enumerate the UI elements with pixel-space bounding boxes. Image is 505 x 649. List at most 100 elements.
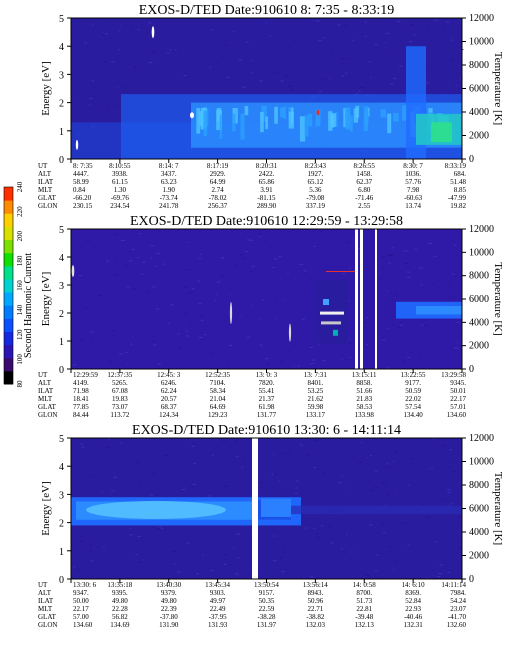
colorbar-swatch: [4, 200, 13, 214]
orbit-value: -79.08: [306, 194, 325, 202]
y-axis-label: Energy [eV]: [40, 481, 52, 535]
y-axis-label: Energy [eV]: [40, 61, 52, 115]
orbit-value: -71.46: [355, 194, 374, 202]
orbit-value: 22.71: [308, 605, 324, 613]
panel-title: EXOS-D/TED Date:910610 12:29:59 - 13:29:…: [130, 214, 403, 229]
y2-tick-label: 12000: [469, 13, 494, 24]
colorbar: 80 100 120 140 160 180 200 220 240 Second Harmoni…: [3, 181, 34, 388]
orbit-value: 68.37: [161, 403, 177, 411]
data-gap: [375, 229, 377, 369]
orbit-value: 12:45: 3: [157, 371, 181, 379]
y-tick-label: 4: [59, 253, 64, 264]
orbit-row-label: GLAT: [38, 403, 57, 411]
y2-axis-label: Temperature [K]: [492, 262, 504, 335]
orbit-value: -47.99: [448, 194, 467, 202]
orbit-value: 21.62: [308, 395, 324, 403]
colorbar-tick-label: 120: [16, 329, 24, 340]
y-tick-label: 3: [59, 490, 64, 501]
orbit-value: 129.23: [208, 411, 228, 419]
orbit-value: 13.74: [405, 202, 421, 210]
orbit-value: 50.96: [308, 597, 324, 605]
orbit-value: 50.59: [405, 387, 421, 395]
orbit-value: 13: 0: 3: [256, 371, 278, 379]
y-tick-label: 1: [59, 337, 64, 348]
colorbar-swatch: [4, 305, 13, 319]
orbit-value: -60.63: [404, 194, 423, 202]
orbit-value: 8:17:19: [207, 162, 229, 170]
orbit-value: 7820.: [259, 379, 275, 387]
orbit-row-label: UT: [38, 371, 48, 379]
colorbar-tick-label: 100: [16, 354, 24, 365]
orbit-value: 7104.: [210, 379, 226, 387]
data-gap: [252, 438, 258, 579]
orbit-value: 51.48: [450, 178, 466, 186]
orbit-value: 22.17: [450, 395, 466, 403]
orbit-value: 5265.: [112, 379, 128, 387]
orbit-value: 8:26:55: [354, 162, 376, 170]
colorbar-tick-label: 80: [16, 380, 24, 388]
orbit-value: 131.93: [208, 621, 228, 629]
colorbar-swatch: [4, 187, 13, 201]
panel-title: EXOS-D/TED Date:910610 8: 7:35 - 8:33:19: [139, 3, 394, 18]
orbit-value: 131.77: [257, 411, 277, 419]
orbit-value: 14:11:14: [441, 581, 466, 589]
orbit-row-label: GLON: [38, 621, 57, 629]
orbit-value: 134.60: [447, 411, 467, 419]
orbit-value: 50.00: [73, 597, 89, 605]
orbit-value: 6.80: [358, 186, 371, 194]
orbit-value: 19.82: [450, 202, 466, 210]
orbit-value: -38.82: [306, 613, 325, 621]
orbit-value: -66.20: [73, 194, 92, 202]
orbit-value: 13:29:58: [441, 371, 466, 379]
orbit-value: 234.54: [110, 202, 130, 210]
orbit-value: -37.95: [209, 613, 228, 621]
orbit-value: 61.15: [112, 178, 128, 186]
orbit-value: 132.31: [404, 621, 424, 629]
orbit-value: 22.39: [161, 605, 177, 613]
y-tick-label: 2: [59, 519, 64, 530]
orbit-value: 57.54: [405, 403, 421, 411]
colorbar-swatch: [4, 331, 13, 346]
orbit-value: 51.66: [356, 387, 372, 395]
orbit-value: 22.02: [405, 395, 421, 403]
y2-tick-label: 2000: [469, 131, 489, 142]
y-tick-label: 3: [59, 281, 64, 292]
orbit-value: 134.40: [404, 411, 424, 419]
y-tick-label: 5: [59, 14, 64, 25]
colorbar-swatch: [4, 292, 13, 306]
orbit-value: 14: 0:58: [353, 581, 377, 589]
orbit-value: 241.78: [159, 202, 179, 210]
orbit-row-label: MLT: [38, 186, 53, 194]
orbit-value: -73.74: [160, 194, 179, 202]
orbit-row-label: ALT: [38, 170, 52, 178]
orbit-value: 8:23:43: [305, 162, 327, 170]
y2-tick-label: 8000: [469, 60, 489, 71]
orbit-value: 22.93: [405, 605, 421, 613]
orbit-value: 1036.: [405, 170, 421, 178]
orbit-value: 2.74: [212, 186, 225, 194]
orbit-value: 21.04: [210, 395, 226, 403]
orbit-value: 12:52:35: [205, 371, 230, 379]
y-tick-label: 1: [59, 127, 64, 138]
y2-tick-label: 0: [469, 154, 474, 165]
y-axis-label: Energy [eV]: [40, 272, 52, 326]
orbit-row-label: GLAT: [38, 194, 57, 202]
energy-band: [71, 497, 462, 526]
orbit-value: 49.80: [112, 597, 128, 605]
y2-tick-label: 4000: [469, 317, 489, 328]
orbit-value: 337.19: [306, 202, 326, 210]
orbit-value: -38.28: [257, 613, 276, 621]
spectrogram-texture: [73, 229, 460, 369]
orbit-value: 55.41: [259, 387, 275, 395]
orbit-row-label: UT: [38, 581, 48, 589]
y-tick-label: 2: [59, 309, 64, 320]
orbit-value: 8.85: [454, 186, 467, 194]
orbit-value: 134.69: [110, 621, 130, 629]
colorbar-swatch: [4, 344, 13, 359]
y2-tick-label: 2000: [469, 551, 489, 562]
orbit-value: 62.37: [356, 178, 372, 186]
orbit-value: 8:30: 7: [403, 162, 423, 170]
orbit-value: 132.03: [306, 621, 326, 629]
colorbar-tick-label: 220: [16, 206, 24, 217]
orbit-value: 58.99: [73, 178, 89, 186]
